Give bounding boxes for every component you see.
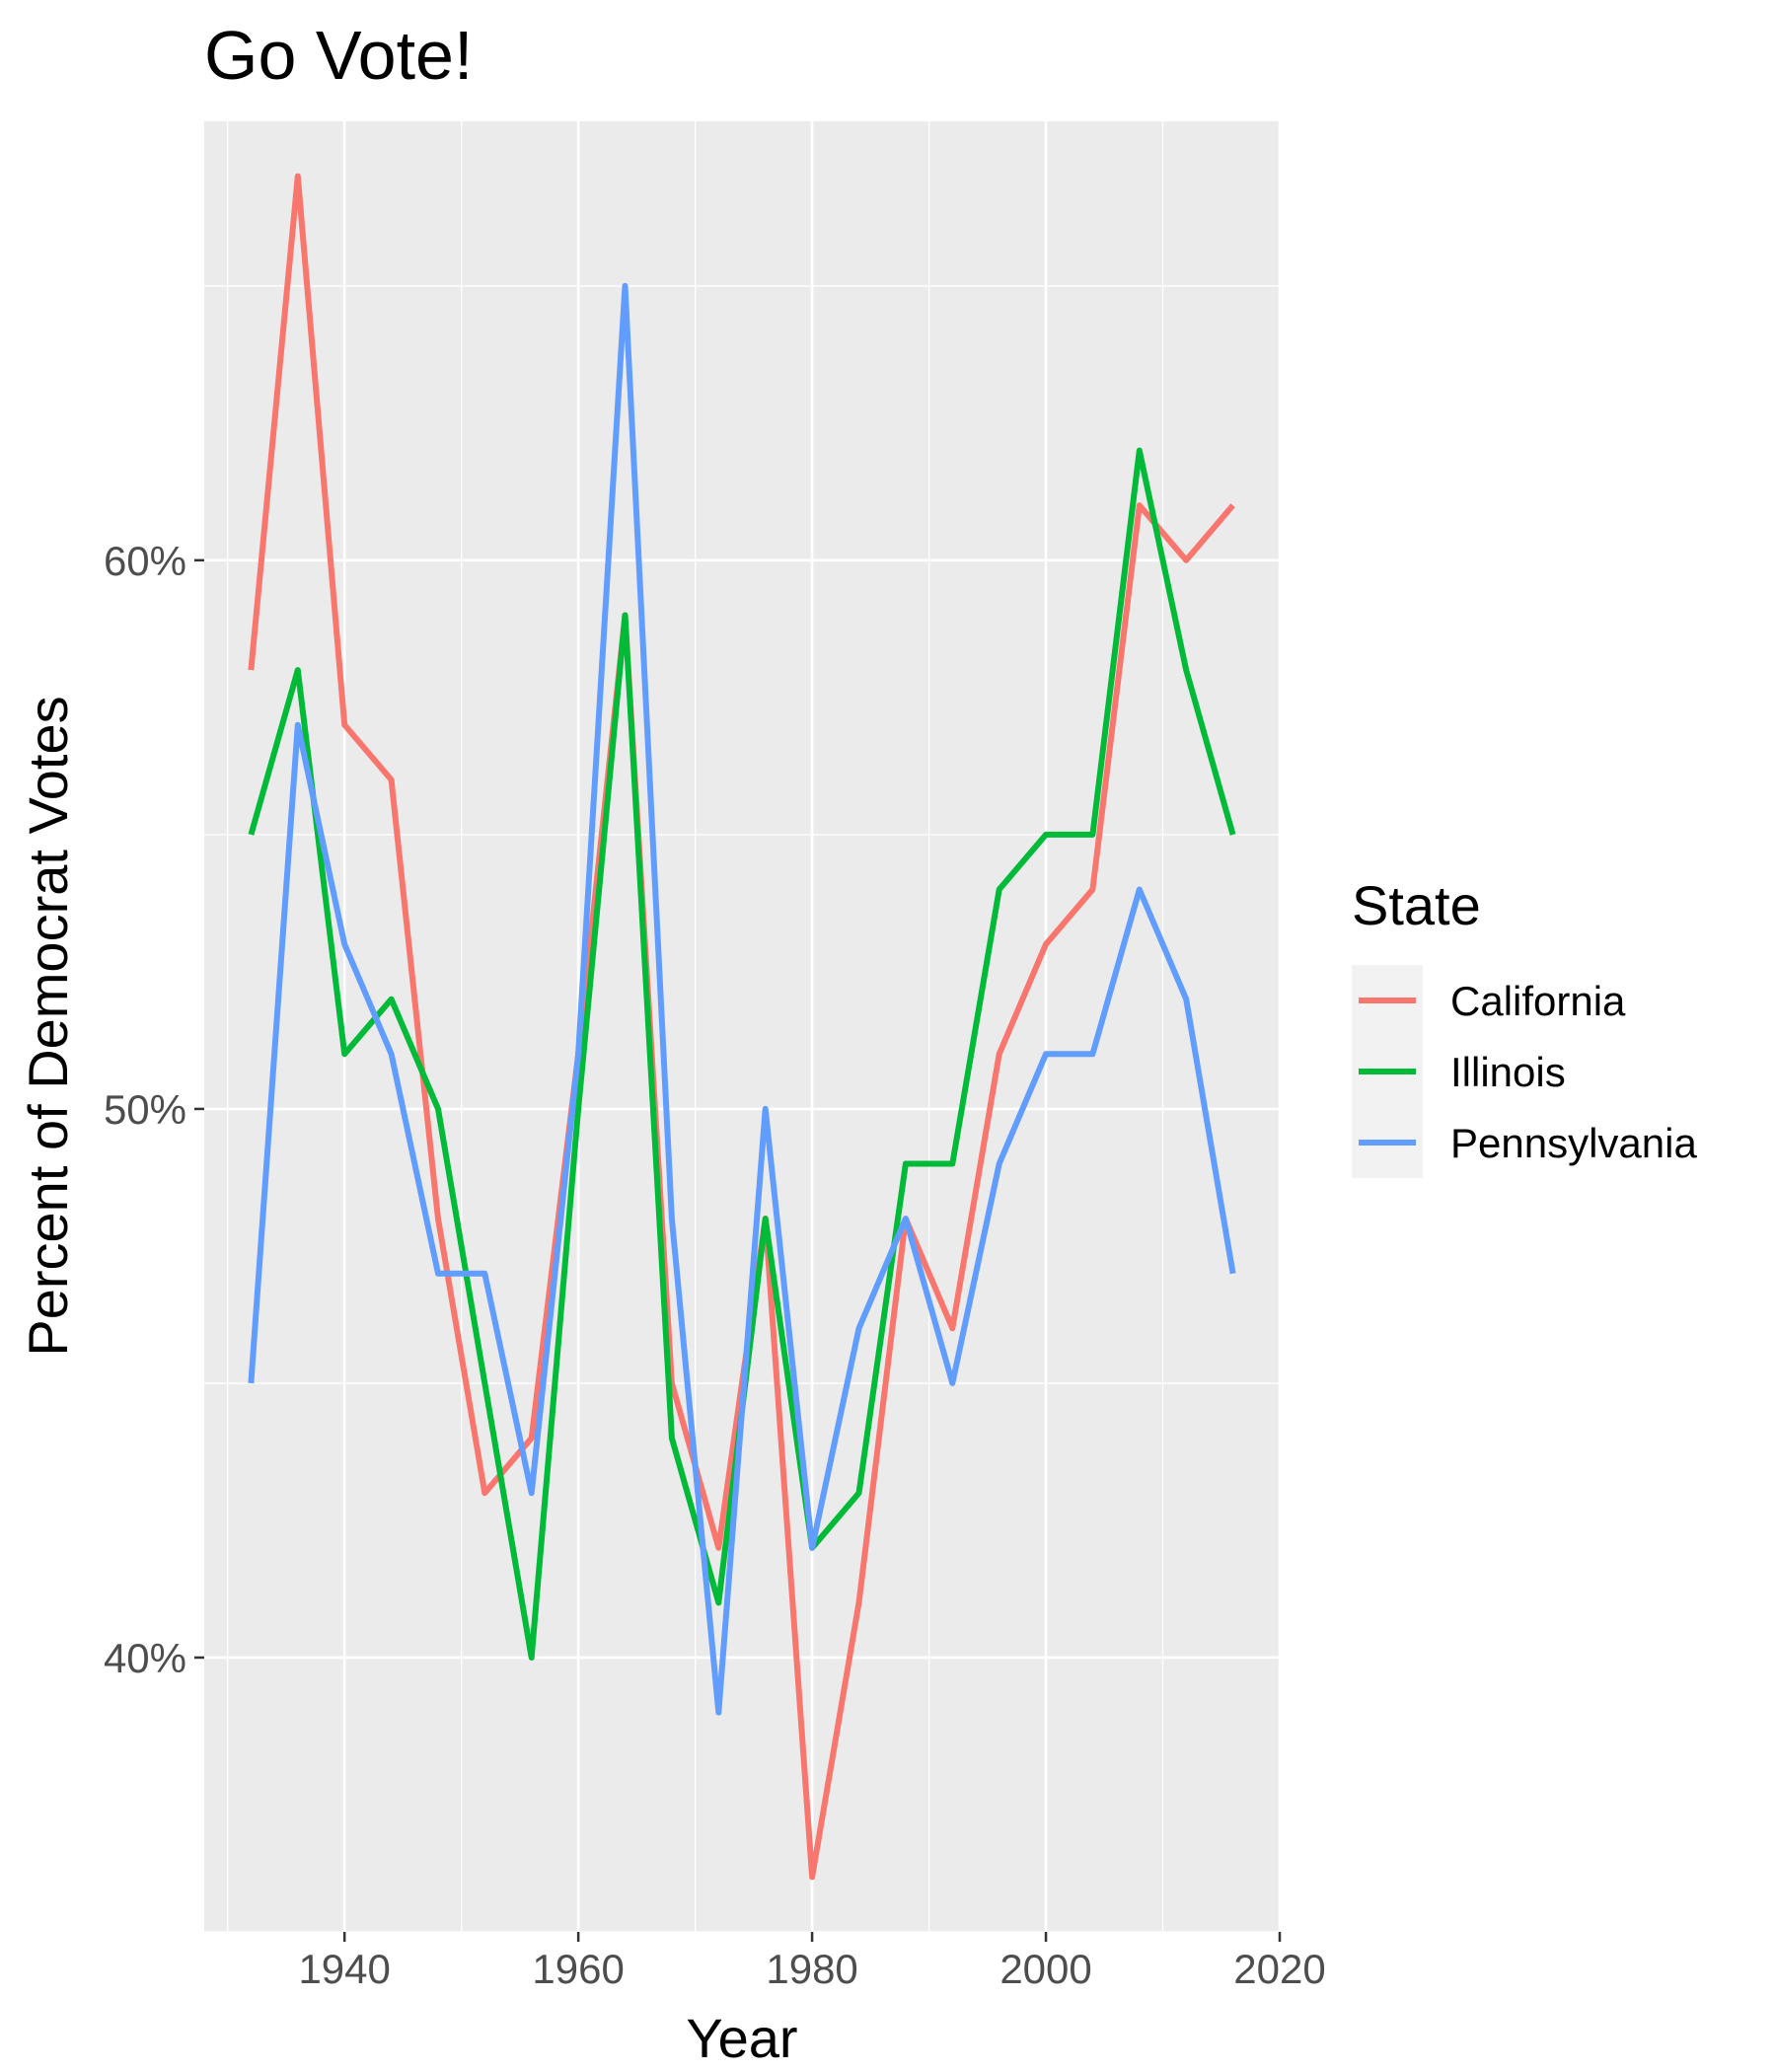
- series-line-pennsylvania: [248, 282, 1236, 1716]
- y-tick-label: 40%: [104, 1635, 186, 1681]
- y-tick-label: 60%: [104, 538, 186, 584]
- x-tick-label: 1980: [766, 1946, 857, 1992]
- x-tick-label: 1960: [532, 1946, 624, 1992]
- x-tick-label: 1940: [298, 1946, 390, 1992]
- legend-label-pennsylvania: Pennsylvania: [1450, 1120, 1697, 1166]
- y-axis-title: Percent of Democrat Votes: [17, 696, 79, 1356]
- grid-minor: [204, 121, 1280, 1933]
- x-axis: 1940 1960 1980 2000 2020: [298, 1932, 1326, 1992]
- x-axis-title: Year: [686, 2007, 797, 2069]
- x-tick-label: 2020: [1233, 1946, 1325, 1992]
- legend-label-illinois: Illinois: [1450, 1049, 1566, 1095]
- legend: State California Illinois Pennsylvania: [1352, 874, 1697, 1178]
- chart-title: Go Vote!: [204, 17, 473, 94]
- x-tick-label: 2000: [999, 1946, 1091, 1992]
- y-axis: 40% 50% 60%: [104, 538, 204, 1681]
- legend-title: State: [1352, 874, 1481, 936]
- legend-label-california: California: [1450, 978, 1626, 1024]
- series-lines: [248, 173, 1236, 1881]
- y-tick-label: 50%: [104, 1086, 186, 1133]
